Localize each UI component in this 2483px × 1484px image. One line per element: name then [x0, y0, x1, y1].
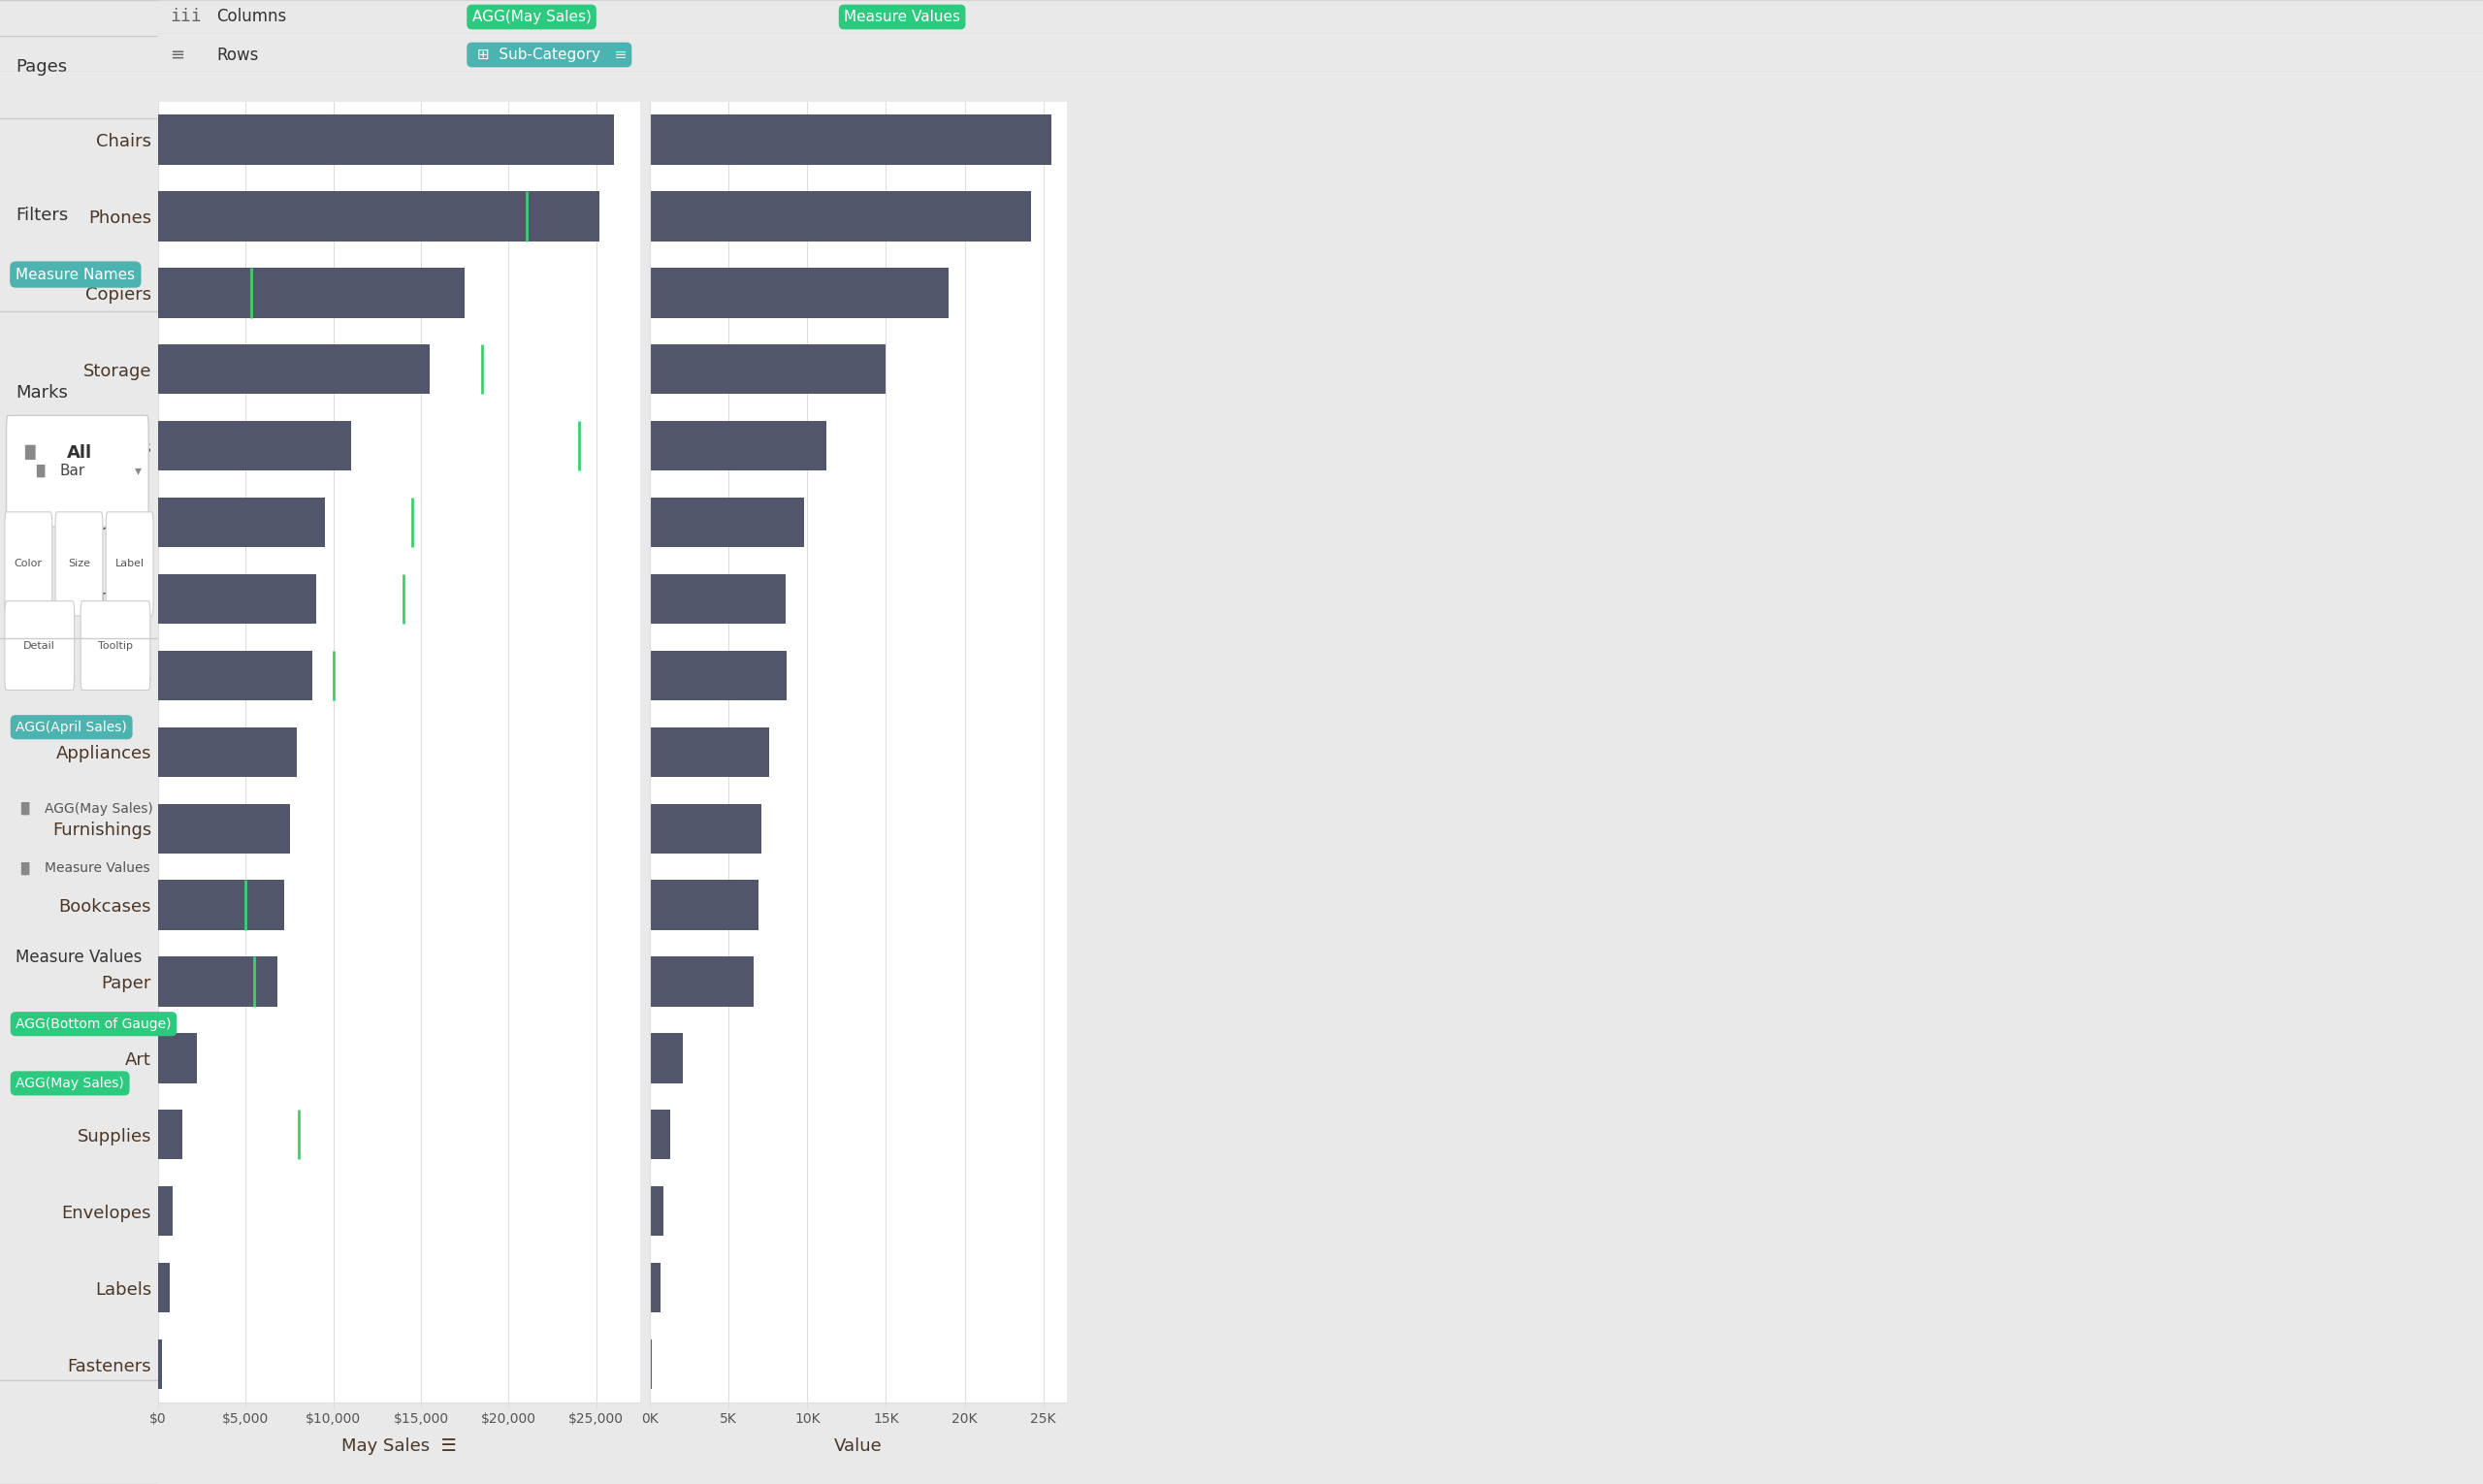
FancyBboxPatch shape — [107, 512, 154, 616]
Text: iii: iii — [169, 9, 201, 25]
Text: Label: Label — [114, 559, 144, 568]
Text: ▐▌: ▐▌ — [20, 445, 42, 460]
Bar — [159, 269, 464, 318]
Bar — [159, 114, 613, 165]
Bar — [651, 1110, 670, 1159]
Bar — [159, 421, 350, 470]
Bar — [651, 421, 827, 470]
Bar — [651, 727, 770, 776]
Text: AGG(May Sales): AGG(May Sales) — [15, 1076, 124, 1091]
Text: Filters: Filters — [15, 206, 70, 224]
Bar — [159, 650, 313, 700]
FancyBboxPatch shape — [5, 512, 52, 616]
Bar — [159, 727, 295, 776]
Bar — [651, 650, 787, 700]
Bar — [651, 574, 785, 623]
Text: Size: Size — [67, 559, 89, 568]
Bar — [651, 114, 1050, 165]
Text: Detail: Detail — [22, 641, 55, 650]
Bar — [159, 880, 286, 930]
Bar — [159, 1186, 174, 1236]
X-axis label: Value: Value — [834, 1437, 881, 1454]
Bar — [159, 1263, 169, 1313]
Text: ≡: ≡ — [169, 46, 184, 64]
Bar — [159, 191, 601, 240]
FancyBboxPatch shape — [5, 601, 74, 690]
Bar — [651, 804, 762, 853]
Text: Color: Color — [15, 559, 42, 568]
Text: Measure Values: Measure Values — [15, 948, 142, 966]
FancyBboxPatch shape — [55, 512, 102, 616]
FancyBboxPatch shape — [79, 601, 149, 690]
Text: All: All — [67, 444, 92, 462]
Bar — [651, 880, 757, 930]
Bar — [159, 1033, 196, 1083]
Text: Rows: Rows — [216, 46, 258, 64]
Text: Measure Values: Measure Values — [45, 861, 149, 876]
FancyBboxPatch shape — [7, 416, 149, 527]
Bar — [651, 1033, 683, 1083]
Text: AGG(May Sales): AGG(May Sales) — [45, 801, 151, 816]
Bar — [651, 497, 804, 548]
Text: ▐▌: ▐▌ — [32, 464, 50, 476]
Text: ▐▌: ▐▌ — [15, 862, 35, 874]
Bar — [159, 957, 278, 1006]
Text: AGG(April Sales): AGG(April Sales) — [15, 720, 127, 735]
Text: Marks: Marks — [15, 384, 67, 402]
Bar — [651, 1186, 663, 1236]
Text: AGG(Bottom of Gauge): AGG(Bottom of Gauge) — [15, 1017, 171, 1031]
Text: Measure Values: Measure Values — [844, 10, 961, 24]
Bar — [159, 344, 430, 395]
Text: ▐▌: ▐▌ — [15, 803, 35, 815]
Text: Pages: Pages — [15, 58, 67, 76]
Bar — [159, 574, 315, 623]
Bar — [651, 344, 886, 395]
X-axis label: May Sales  ☰: May Sales ☰ — [343, 1437, 457, 1454]
Bar — [651, 1263, 660, 1313]
Text: Measure Names: Measure Names — [15, 267, 134, 282]
Bar — [159, 1110, 184, 1159]
Text: Columns: Columns — [216, 9, 286, 25]
Bar — [159, 497, 325, 548]
Bar — [651, 957, 755, 1006]
Bar — [651, 269, 949, 318]
Text: ▾: ▾ — [134, 463, 142, 478]
Text: ⊞  Sub-Category   ≡: ⊞ Sub-Category ≡ — [472, 47, 626, 62]
Bar — [159, 804, 291, 853]
Bar — [651, 191, 1030, 240]
Bar — [159, 1340, 161, 1389]
Text: AGG(May Sales): AGG(May Sales) — [472, 10, 591, 24]
Text: Tooltip: Tooltip — [97, 641, 134, 650]
Text: Bar: Bar — [60, 463, 84, 478]
